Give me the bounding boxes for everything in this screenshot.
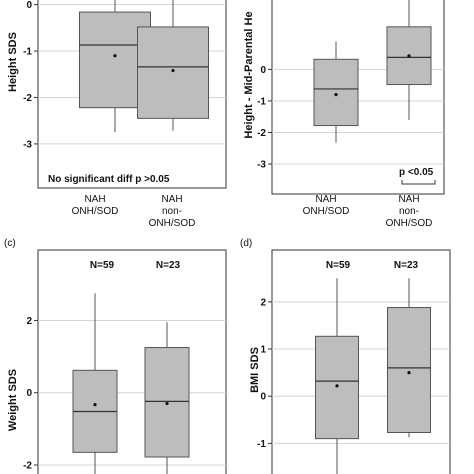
panel-a-frame: [37, 0, 227, 189]
y-tick-label: -2: [23, 460, 32, 471]
panel-a-cat-1-line-1: NAH: [84, 194, 105, 205]
y-tick-label: 1: [260, 345, 266, 356]
y-tick-label: 0: [260, 65, 266, 76]
panel-b-cat-2-line-3: ONH/SOD: [386, 218, 433, 229]
panel-b-cat-1-line-2: ONH/SOD: [303, 206, 350, 217]
panel-d-plot: 2 1 0 -1: [257, 278, 450, 474]
box-mean-point: [335, 384, 339, 388]
y-tick-label: 2: [26, 316, 32, 327]
panel-b-frame: [271, 0, 445, 195]
y-tick-label: 0: [26, 0, 32, 11]
box-iqr: [315, 335, 359, 440]
panel-a-annotation: No significant diff p >0.05: [48, 174, 170, 185]
panel-b-ylabel: Height - Mid-Parental He: [243, 11, 255, 138]
panel-b-cat-2-line-1: NAH: [398, 194, 419, 205]
panel-a-cat-2-line-1: NAH: [161, 194, 182, 205]
panel-c-plot: 2 0 -2: [23, 293, 226, 474]
panel-a-ylabel: Height SDS: [7, 32, 19, 92]
box-iqr: [137, 26, 209, 119]
panel-b-plot: 0 -1 -2 -3: [257, 0, 444, 171]
y-tick-label: -3: [23, 139, 32, 150]
y-tick-label: -3: [257, 160, 266, 171]
box-mean-point: [334, 93, 338, 97]
panel-d-n-1: N=59: [326, 260, 351, 271]
panel-d: (d) BMI SDS 2 1 0 -1 N=59 N=23: [240, 238, 451, 474]
panel-b-significance-bracket: [401, 180, 436, 185]
panel-c-label: (c): [4, 238, 16, 249]
panel-a-cat-2-line-2: non-: [162, 206, 182, 217]
y-tick-label: 0: [260, 392, 266, 403]
panel-a-plot: 0 -1 -2 -3: [23, 0, 226, 150]
panel-a-cat-2-line-3: ONH/SOD: [149, 218, 196, 229]
panel-b-cat-2-line-2: non-: [399, 206, 419, 217]
panel-b-cat-1-line-1: NAH: [315, 194, 336, 205]
box-mean-point: [171, 68, 175, 73]
box-mean-point: [93, 403, 97, 407]
panel-d-frame: [271, 249, 451, 474]
box-iqr: [313, 58, 359, 127]
y-tick-label: -2: [257, 128, 266, 139]
y-tick-label: -1: [23, 47, 32, 58]
box-mean-point: [165, 401, 169, 406]
panel-c-ylabel: Weight SDS: [7, 369, 19, 431]
panel-a: Height SDS 0 -1 -2 -3 No significant diff p…: [7, 0, 227, 229]
box-mean-point: [407, 371, 411, 375]
panel-c-n-1: N=59: [90, 260, 115, 271]
box-mean-point: [113, 54, 117, 58]
panel-d-label: (d): [240, 238, 252, 249]
panel-b: Height - Mid-Parental He 0 -1 -2 -3 p <0.05…: [243, 0, 445, 229]
panel-c: (c) Weight SDS 2 0 -2 N=59 N=23: [4, 238, 227, 474]
panel-a-cat-1-line-2: ONH/SOD: [72, 206, 119, 217]
y-tick-label: -1: [257, 439, 266, 450]
panel-b-annotation: p <0.05: [399, 167, 434, 178]
y-tick-label: -2: [23, 93, 32, 104]
y-tick-label: 0: [26, 388, 32, 399]
y-tick-label: 2: [260, 297, 266, 308]
panel-c-frame: [37, 249, 227, 474]
box-iqr: [387, 307, 431, 434]
box-mean-point: [407, 54, 411, 58]
y-tick-label: -1: [257, 96, 266, 107]
panel-d-ylabel: BMI SDS: [249, 347, 261, 393]
panel-d-n-2: N=23: [394, 260, 419, 271]
panel-c-n-2: N=23: [156, 260, 181, 271]
